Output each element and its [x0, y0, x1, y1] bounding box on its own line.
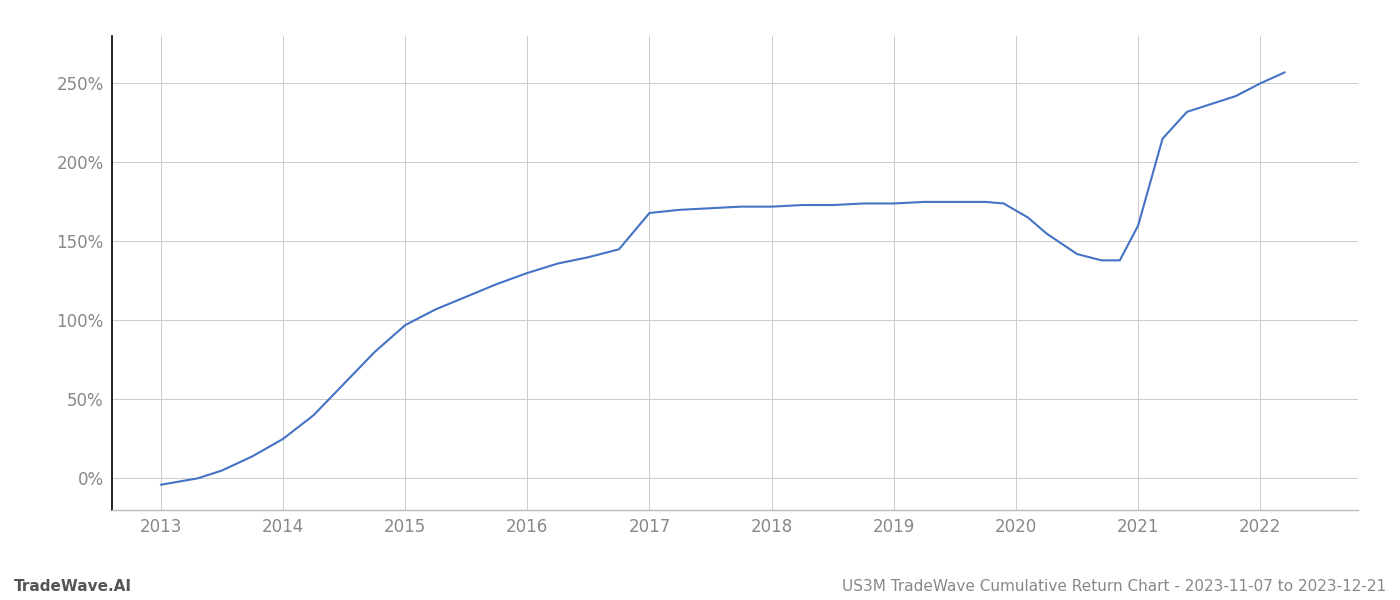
Text: US3M TradeWave Cumulative Return Chart - 2023-11-07 to 2023-12-21: US3M TradeWave Cumulative Return Chart -…: [841, 579, 1386, 594]
Text: TradeWave.AI: TradeWave.AI: [14, 579, 132, 594]
